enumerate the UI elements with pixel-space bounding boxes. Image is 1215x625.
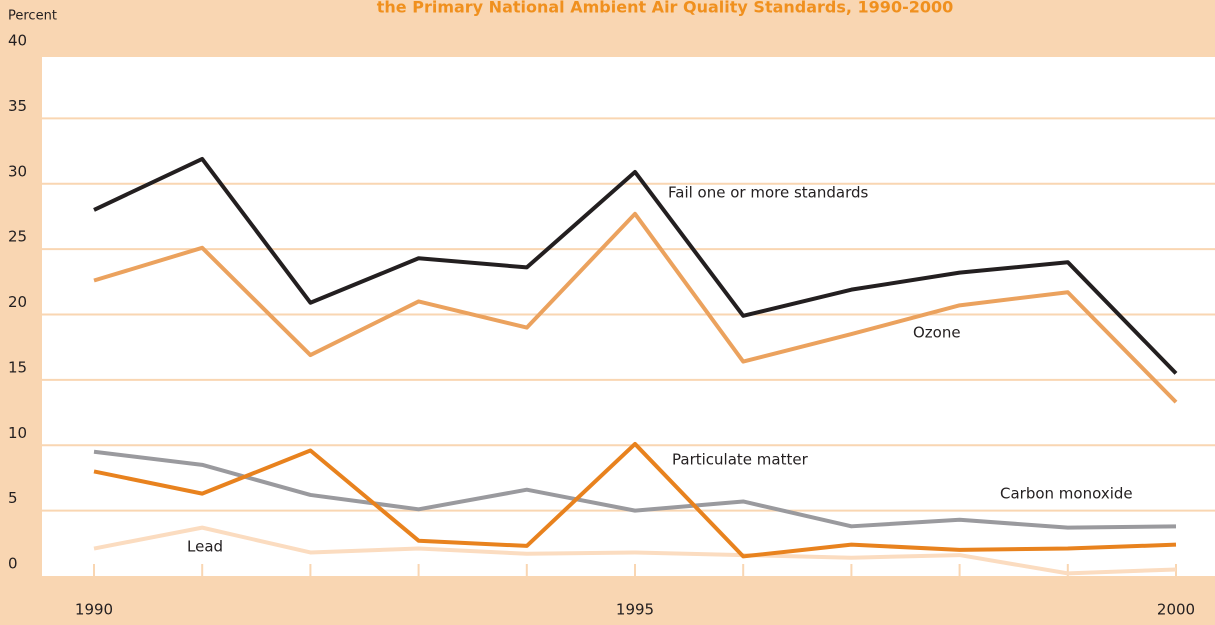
x-tick-label: 2000 (1157, 601, 1195, 619)
series-line (93, 441, 1177, 559)
y-tick-label: 35 (8, 97, 27, 115)
y-tick-label: 0 (8, 555, 18, 573)
series-line (93, 211, 1178, 404)
x-tick-label: 1990 (75, 601, 113, 619)
series-label: Carbon monoxide (1000, 485, 1133, 503)
series-line (93, 525, 1177, 576)
series-label: Ozone (913, 324, 961, 342)
plot-area (42, 57, 1215, 576)
y-tick-label: 5 (8, 489, 18, 507)
series-label: Lead (187, 538, 223, 556)
y-tick-label: 25 (8, 228, 27, 246)
y-tick-label: 15 (8, 358, 27, 376)
series-line (93, 156, 1178, 375)
chart-title: the Primary National Ambient Air Quality… (377, 0, 954, 17)
y-tick-label: 10 (8, 424, 27, 442)
x-tick-label: 1995 (616, 601, 654, 619)
y-tick-label: 40 (8, 32, 27, 50)
series-line (93, 449, 1177, 530)
series-label: Particulate matter (672, 451, 809, 469)
y-tick-label: 20 (8, 293, 27, 311)
y-tick-label: 30 (8, 162, 27, 180)
y-axis-label: Percent (8, 9, 57, 24)
series-label: Fail one or more standards (668, 184, 868, 202)
